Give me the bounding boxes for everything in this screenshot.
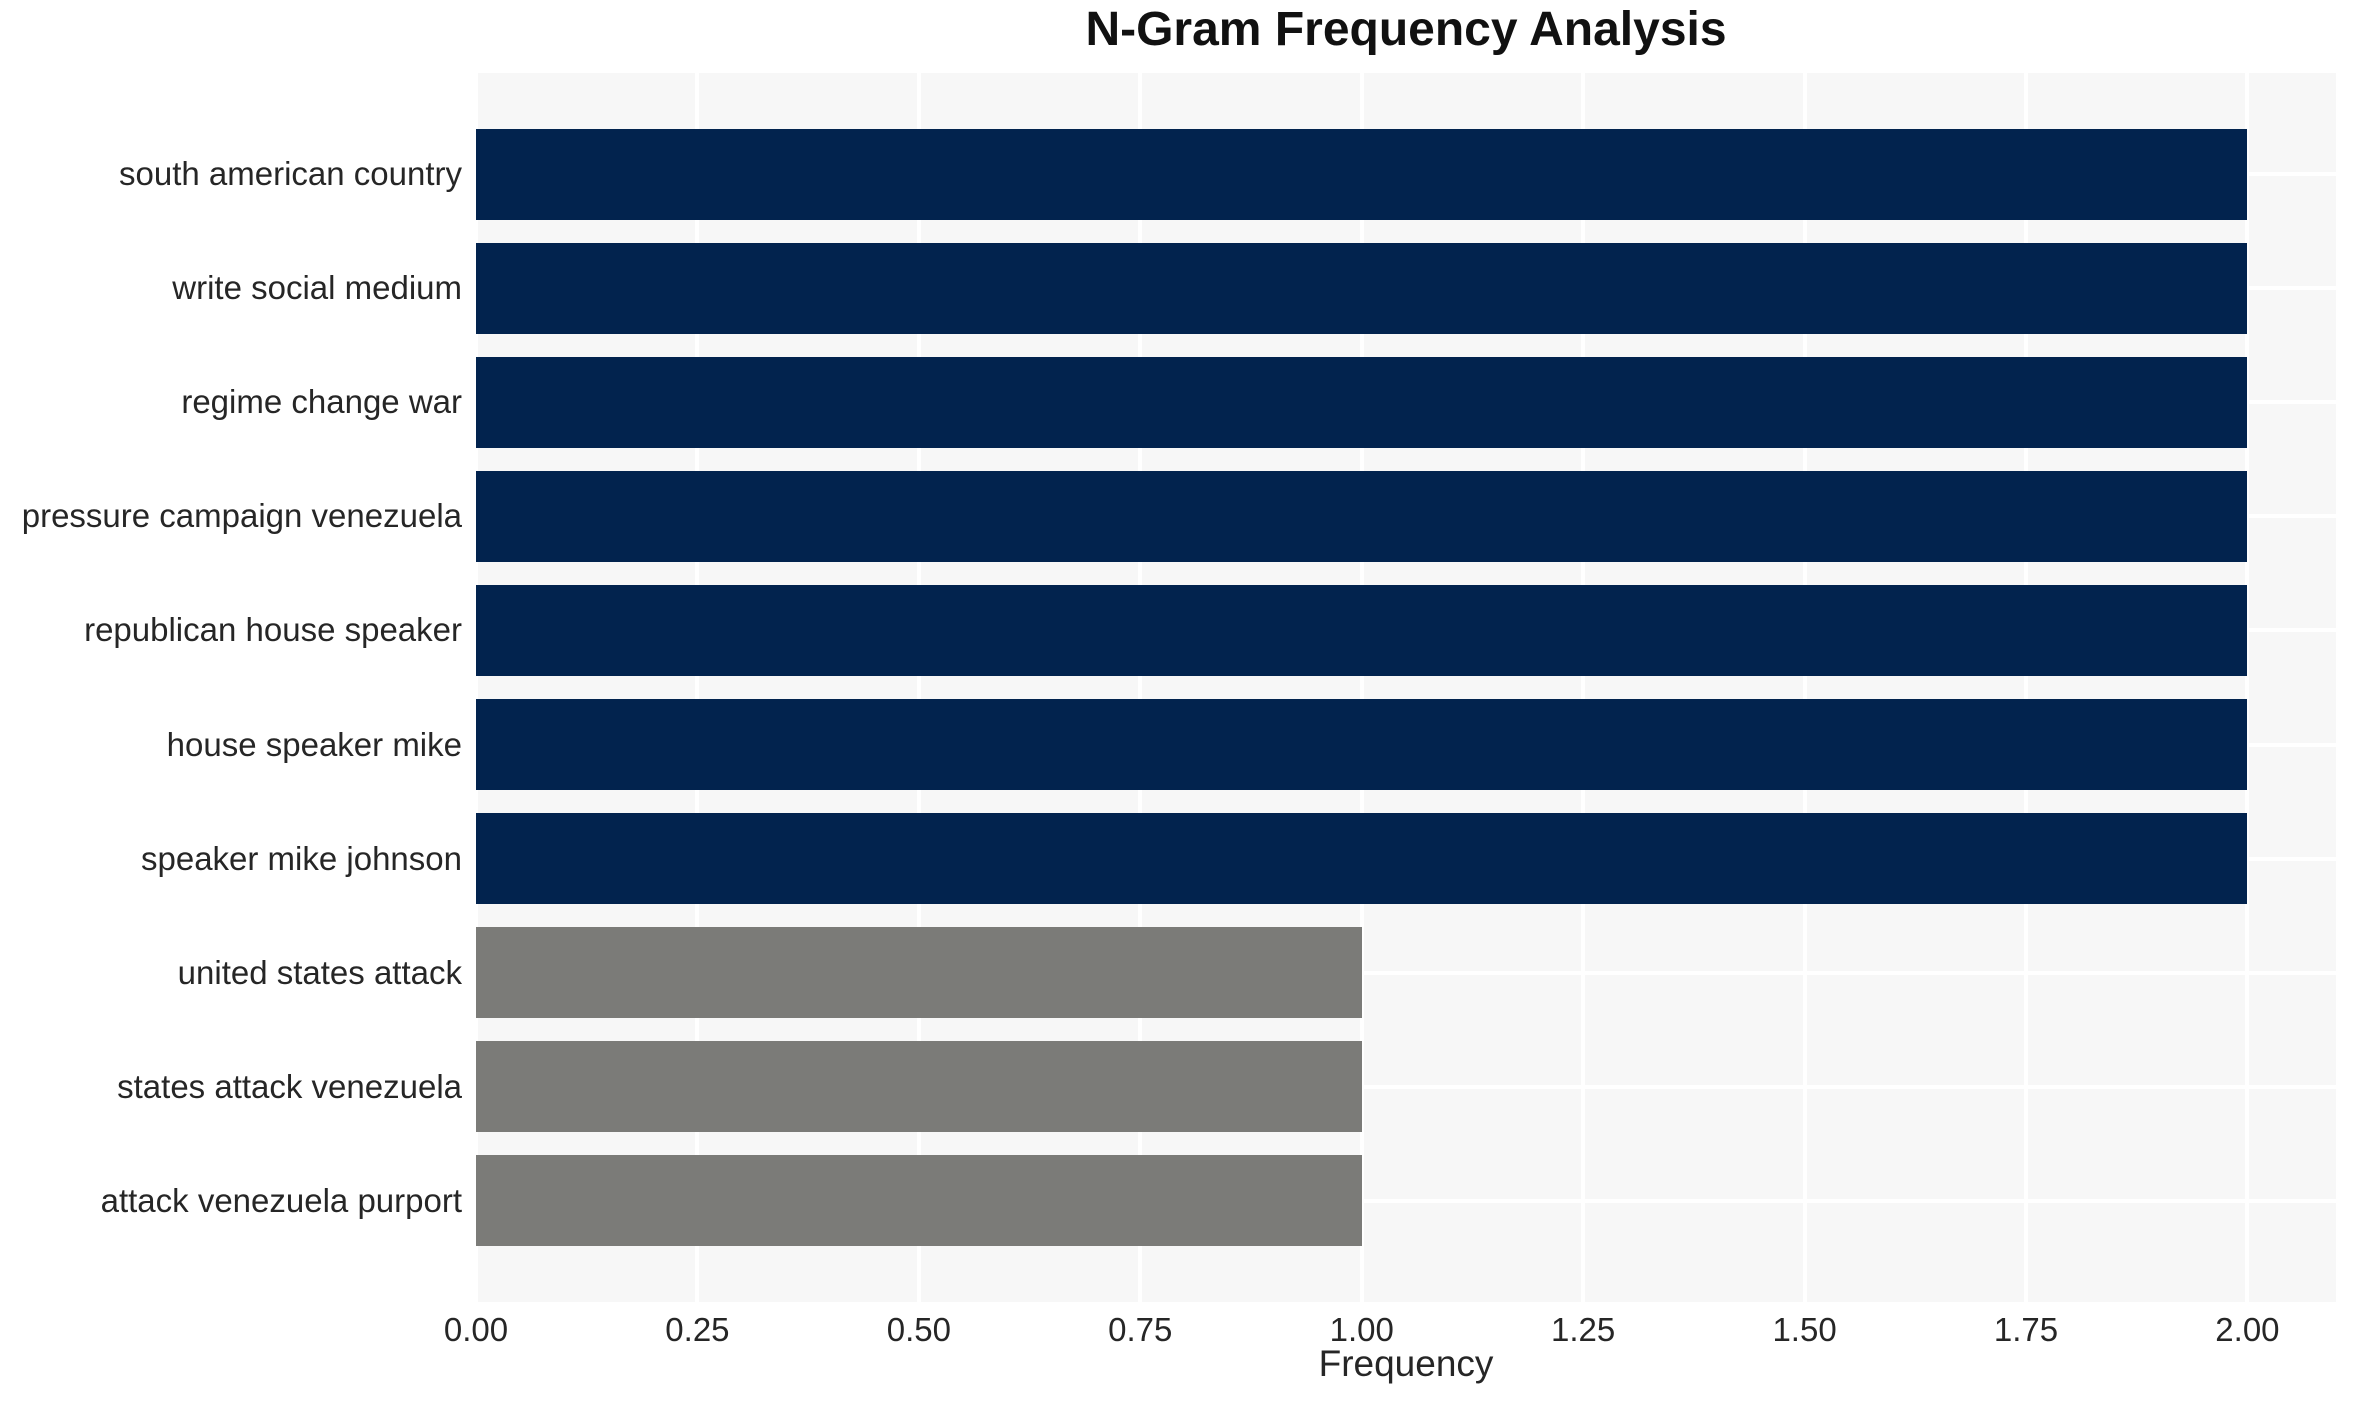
bar <box>476 698 2248 791</box>
y-category-label: republican house speaker <box>84 611 462 649</box>
y-category-label: house speaker mike <box>166 725 462 763</box>
v-gridline <box>2024 73 2028 1302</box>
v-gridline <box>1802 73 1807 1302</box>
x-axis-tick-labels: 0.00 0.25 0.50 0.75 1.00 1.25 1.50 1.75 2.00 <box>0 1310 2354 1354</box>
h-gridline <box>476 1084 2336 1089</box>
v-gridline <box>1581 73 1586 1302</box>
v-gridline <box>916 73 921 1302</box>
x-tick-label: 0.75 <box>1108 1311 1173 1348</box>
v-gridline <box>695 73 700 1302</box>
y-category-label: write social medium <box>172 269 462 307</box>
chart-title: N-Gram Frequency Analysis <box>1085 3 1727 56</box>
y-category-label: south american country <box>118 155 462 193</box>
x-tick-label: 0.25 <box>665 1311 730 1348</box>
x-tick-label: 2.00 <box>2215 1311 2280 1348</box>
bar <box>476 356 2248 449</box>
y-category-label: united states attack <box>177 953 462 991</box>
v-gridline <box>1138 73 1143 1302</box>
bar <box>476 128 2248 221</box>
y-category-label: attack venezuela purport <box>100 1181 462 1219</box>
bar <box>476 1154 1362 1247</box>
y-category-label: regime change war <box>181 383 462 421</box>
x-tick-label: 1.00 <box>1329 1311 1394 1348</box>
v-gridline <box>1359 73 1364 1302</box>
bar <box>476 1040 1362 1133</box>
bar <box>476 926 1362 1019</box>
h-gridline <box>476 970 2336 975</box>
x-tick-label: 0.50 <box>886 1311 951 1348</box>
bar <box>476 470 2248 563</box>
bar <box>476 584 2248 677</box>
h-gridline <box>476 1198 2336 1203</box>
bar <box>476 812 2248 905</box>
x-tick-label: 0.00 <box>443 1311 509 1348</box>
bar <box>476 242 2248 335</box>
v-gridline <box>2245 73 2250 1302</box>
y-category-label: speaker mike johnson <box>140 839 462 877</box>
x-tick-label: 1.75 <box>1993 1311 2059 1348</box>
plot-area <box>474 73 2336 1302</box>
y-axis-category-labels: south american country write social mediu… <box>0 73 462 1302</box>
x-tick-label: 1.50 <box>1772 1311 1837 1348</box>
x-tick-label: 1.25 <box>1551 1311 1616 1348</box>
v-gridline <box>474 73 478 1302</box>
y-category-label: states attack venezuela <box>117 1067 462 1105</box>
x-axis-label: Frequency <box>1318 1343 1494 1384</box>
y-category-label: pressure campaign venezuela <box>21 497 462 535</box>
